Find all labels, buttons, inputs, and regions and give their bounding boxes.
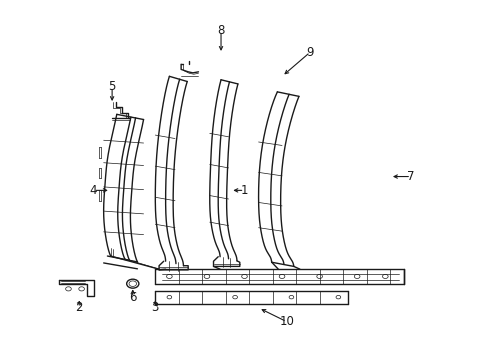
Text: 3: 3 [151, 301, 159, 314]
Text: 6: 6 [129, 291, 136, 304]
Text: 10: 10 [279, 315, 294, 328]
Text: 9: 9 [306, 46, 313, 59]
Text: 4: 4 [89, 184, 97, 197]
Text: 1: 1 [240, 184, 248, 197]
Text: 7: 7 [407, 170, 414, 183]
Text: 2: 2 [75, 301, 83, 314]
Text: 5: 5 [108, 80, 116, 93]
Text: 8: 8 [217, 24, 224, 37]
